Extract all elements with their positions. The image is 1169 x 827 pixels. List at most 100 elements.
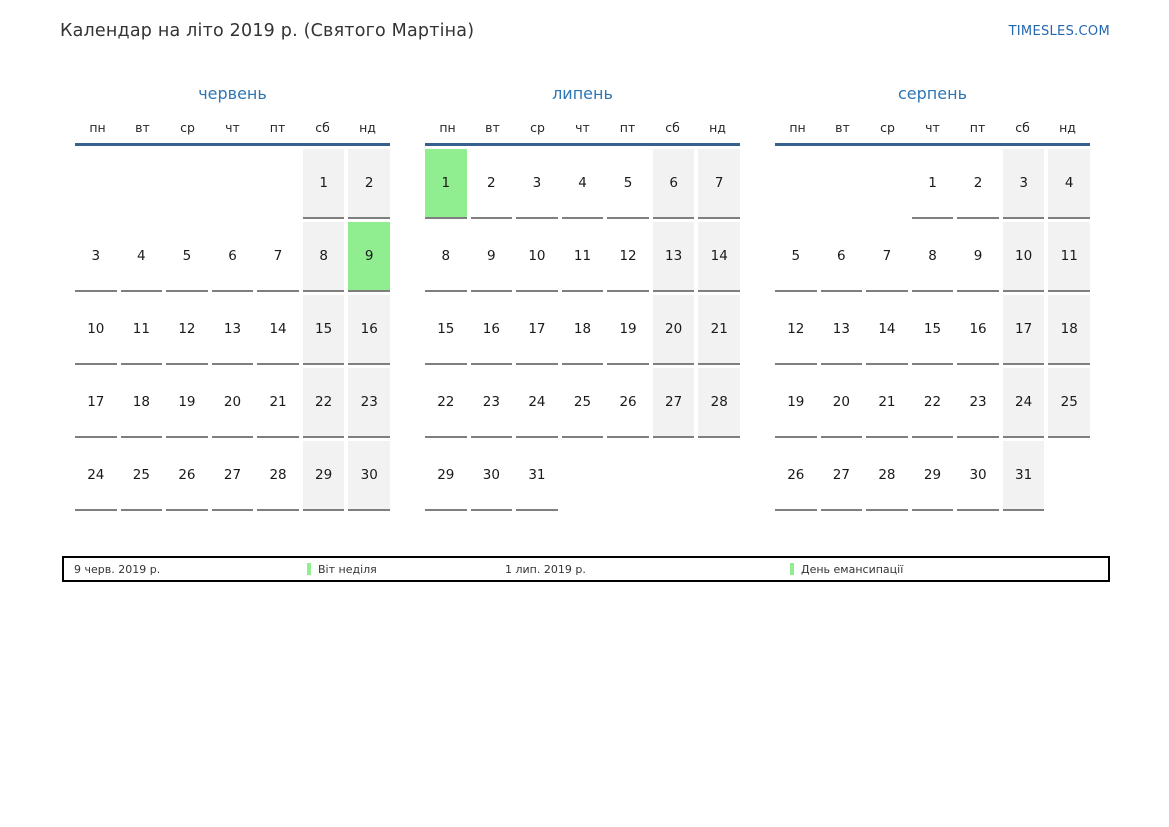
day-cell: 1 (302, 149, 345, 219)
day-cell: 21 (866, 368, 908, 438)
month-june: червень пн вт ср чт пт сб нд 1 2 3 4 5 6 7 8 9 10 11 12 13 14… (75, 85, 390, 511)
empty-cell (698, 441, 740, 511)
day-cell: 5 (775, 222, 817, 292)
day-cell: 22 (302, 368, 345, 438)
weekday-label: вт (135, 120, 150, 135)
day-cell: 3 (75, 222, 117, 292)
day-cell: 23 (348, 368, 390, 438)
empty-cell (821, 149, 863, 219)
weekday-label: чт (225, 120, 240, 135)
day-cell: 19 (775, 368, 817, 438)
day-cell: 8 (425, 222, 467, 292)
day-cell: 17 (75, 368, 117, 438)
day-cell: 6 (211, 222, 254, 292)
legend-label: Віт неділя (318, 562, 377, 576)
empty-cell (775, 149, 817, 219)
day-cell: 9 (470, 222, 513, 292)
week-row: 26 27 28 29 30 31 (775, 441, 1090, 511)
day-cell: 31 (516, 441, 558, 511)
weekday-label: ср (880, 120, 895, 135)
day-cell: 21 (257, 368, 299, 438)
week-row: 29 30 31 (425, 441, 740, 511)
month-title: липень (552, 84, 613, 103)
day-cell: 7 (866, 222, 908, 292)
day-cell: 29 (911, 441, 954, 511)
day-cell: 13 (820, 295, 863, 365)
day-cell: 23 (957, 368, 999, 438)
day-cell: 15 (302, 295, 345, 365)
week-row: 5 6 7 8 9 10 11 (775, 222, 1090, 292)
weekday-label: ср (530, 120, 545, 135)
day-cell: 27 (652, 368, 695, 438)
holiday-marker-icon (790, 563, 794, 575)
weekday-label: сб (315, 120, 330, 135)
empty-cell (866, 149, 908, 219)
day-cell: 6 (820, 222, 863, 292)
day-cell: 5 (166, 222, 208, 292)
calendars-row: червень пн вт ср чт пт сб нд 1 2 3 4 5 6 7 8 9 10 11 12 13 14… (75, 85, 1090, 511)
weekday-label: нд (1059, 120, 1076, 135)
day-cell: 24 (516, 368, 558, 438)
weekday-label: вт (835, 120, 850, 135)
weekday-label: нд (359, 120, 376, 135)
day-cell: 26 (166, 441, 208, 511)
day-cell: 2 (957, 149, 999, 219)
day-cell: 11 (1048, 222, 1090, 292)
day-cell: 27 (820, 441, 863, 511)
day-cell: 12 (607, 222, 649, 292)
day-cell: 7 (698, 149, 740, 219)
week-row: 19 20 21 22 23 24 25 (775, 368, 1090, 438)
site-link[interactable]: TIMESLES.COM (1008, 24, 1110, 39)
weekday-label: сб (665, 120, 680, 135)
weekday-label: пт (969, 120, 986, 135)
day-cell: 12 (166, 295, 208, 365)
day-cell: 18 (561, 295, 604, 365)
day-cell: 30 (348, 441, 390, 511)
day-cell: 25 (561, 368, 604, 438)
day-cell: 3 (516, 149, 558, 219)
day-cell: 18 (120, 368, 163, 438)
day-cell: 5 (607, 149, 649, 219)
month-august: серпень пн вт ср чт пт сб нд 1 2 3 4 5 6 7 8 9 10 11 12 13 14… (775, 85, 1090, 511)
day-cell: 22 (425, 368, 467, 438)
day-cell: 25 (120, 441, 163, 511)
empty-cell (653, 441, 695, 511)
legend-date: 1 лип. 2019 р. (505, 562, 586, 576)
day-cell: 28 (257, 441, 299, 511)
weekday-label: ср (180, 120, 195, 135)
month-title: червень (198, 84, 267, 103)
day-cell: 11 (561, 222, 604, 292)
day-cell: 27 (211, 441, 254, 511)
day-cell: 19 (166, 368, 208, 438)
legend-entry: День емансипації (790, 558, 903, 580)
day-cell: 28 (866, 441, 908, 511)
day-cell: 1 (911, 149, 954, 219)
weekday-label: пт (269, 120, 286, 135)
month-july: липень пн вт ср чт пт сб нд 1 2 3 4 5 6 7 8 9 10 11 12 13 14 1… (425, 85, 740, 511)
empty-cell (1048, 441, 1090, 511)
day-cell: 20 (820, 368, 863, 438)
week-row: 10 11 12 13 14 15 16 (75, 295, 390, 365)
day-cell: 15 (425, 295, 467, 365)
day-cell: 2 (470, 149, 513, 219)
day-cell: 15 (911, 295, 954, 365)
empty-cell (607, 441, 649, 511)
day-cell: 14 (698, 222, 740, 292)
day-cell: 28 (698, 368, 740, 438)
day-cell: 26 (607, 368, 649, 438)
day-cell: 13 (652, 222, 695, 292)
day-cell: 9 (957, 222, 999, 292)
day-cell: 29 (302, 441, 345, 511)
day-cell: 23 (470, 368, 513, 438)
day-cell: 3 (1002, 149, 1045, 219)
day-cell: 17 (516, 295, 558, 365)
day-cell: 10 (1002, 222, 1045, 292)
day-cell: 6 (652, 149, 695, 219)
page-title: Календар на літо 2019 р. (Святого Мартін… (60, 21, 475, 41)
weekday-header-row: пн вт ср чт пт сб нд (75, 120, 390, 146)
day-cell: 30 (470, 441, 513, 511)
highlighted-day-cell: 9 (348, 222, 390, 292)
